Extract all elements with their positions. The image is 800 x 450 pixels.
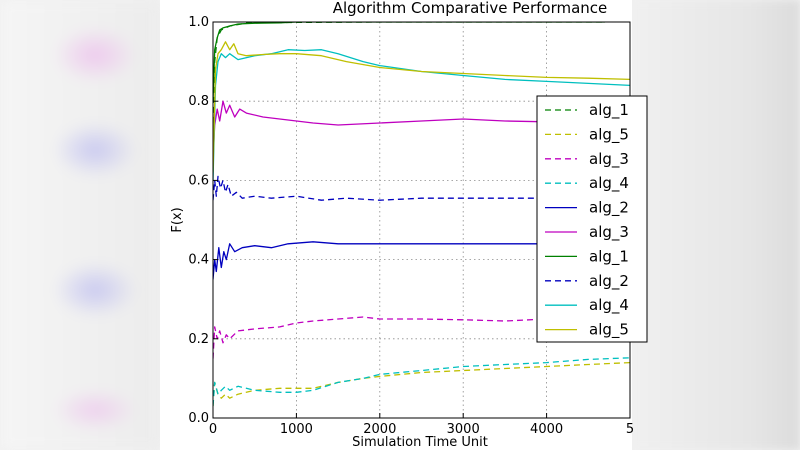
legend-box	[536, 95, 648, 343]
series-line-alg3-solid	[213, 100, 630, 161]
legend-label: alg_1	[589, 247, 629, 266]
legend-label: alg_5	[589, 125, 629, 144]
x-tick-label: 5	[626, 422, 634, 437]
legend-label: alg_5	[589, 321, 629, 340]
y-tick-label: 0.8	[188, 94, 209, 109]
series-line-alg5-dashed	[213, 361, 630, 407]
legend-label: alg_2	[589, 272, 629, 291]
y-tick-label: 1.0	[188, 15, 209, 30]
legend-label: alg_3	[589, 223, 629, 242]
x-tick-label: 1000	[280, 422, 313, 437]
series-line-alg2-solid	[213, 241, 630, 280]
blurred-background-left	[0, 0, 160, 450]
legend-label: alg_2	[589, 199, 629, 218]
legend-label: alg_4	[589, 296, 629, 315]
blurred-background-right	[630, 0, 800, 450]
legend-label: alg_3	[589, 150, 629, 169]
legend-label: alg_4	[589, 174, 629, 193]
x-tick-label: 4000	[530, 422, 563, 437]
x-axis-label: Simulation Time Unit	[352, 435, 488, 450]
axis-ticks: 0 1000 2000 3000 4000 5 0.0 0.2 0.4 0.6 0.8 1.0	[188, 15, 634, 437]
series-line-alg1-solid	[213, 22, 605, 102]
legend-label: alg_1	[589, 101, 629, 120]
y-tick-label: 0.2	[188, 332, 209, 347]
series-line-alg4-solid	[213, 49, 630, 181]
x-tick-label: 2000	[363, 422, 396, 437]
y-tick-label: 0.6	[188, 173, 209, 188]
series-line-alg2-dashed	[213, 175, 630, 201]
series-line-alg4-dashed	[213, 357, 630, 407]
series-line-alg3-dashed	[213, 316, 630, 359]
chart-title: Algorithm Comparative Performance	[333, 0, 608, 17]
legend: alg_1 alg_5 alg_3 alg_4 alg_2 alg_3 alg_1 alg_2…	[536, 95, 648, 343]
y-axis-label: F(x)	[170, 207, 185, 232]
y-tick-label: 0.0	[188, 411, 209, 426]
series-line-alg5-solid	[213, 41, 630, 173]
series-layer	[213, 22, 630, 407]
x-tick-label: 3000	[447, 422, 480, 437]
y-tick-label: 0.4	[188, 253, 209, 268]
x-tick-label: 0	[209, 422, 217, 437]
